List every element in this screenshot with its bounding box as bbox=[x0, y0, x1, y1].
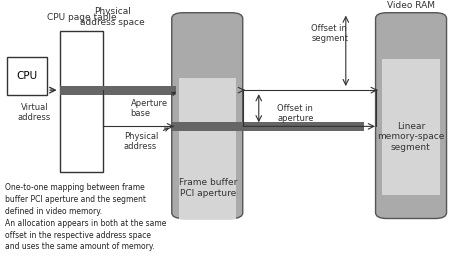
Text: Linear
memory-space
segment: Linear memory-space segment bbox=[377, 122, 445, 152]
FancyBboxPatch shape bbox=[382, 60, 440, 195]
FancyBboxPatch shape bbox=[60, 86, 176, 95]
Text: CPU: CPU bbox=[16, 71, 38, 81]
Text: Virtual
address: Virtual address bbox=[18, 103, 51, 122]
Text: CPU page table: CPU page table bbox=[47, 13, 116, 22]
Text: Video RAM: Video RAM bbox=[387, 1, 435, 10]
Text: One-to-one mapping between frame
buffer PCI aperture and the segment
defined in : One-to-one mapping between frame buffer … bbox=[5, 183, 166, 251]
Text: Offset in
aperture: Offset in aperture bbox=[277, 104, 314, 123]
FancyBboxPatch shape bbox=[60, 31, 103, 172]
FancyBboxPatch shape bbox=[7, 57, 47, 95]
Text: Physical
address space: Physical address space bbox=[80, 7, 145, 27]
Text: Aperture
base: Aperture base bbox=[131, 92, 175, 118]
Text: Physical
address: Physical address bbox=[124, 128, 168, 151]
FancyBboxPatch shape bbox=[172, 13, 243, 219]
FancyBboxPatch shape bbox=[179, 78, 236, 219]
Text: Frame buffer
PCI aperture: Frame buffer PCI aperture bbox=[179, 178, 238, 198]
FancyBboxPatch shape bbox=[376, 13, 447, 219]
FancyBboxPatch shape bbox=[172, 122, 364, 131]
Text: Offset in
segment: Offset in segment bbox=[311, 24, 349, 44]
